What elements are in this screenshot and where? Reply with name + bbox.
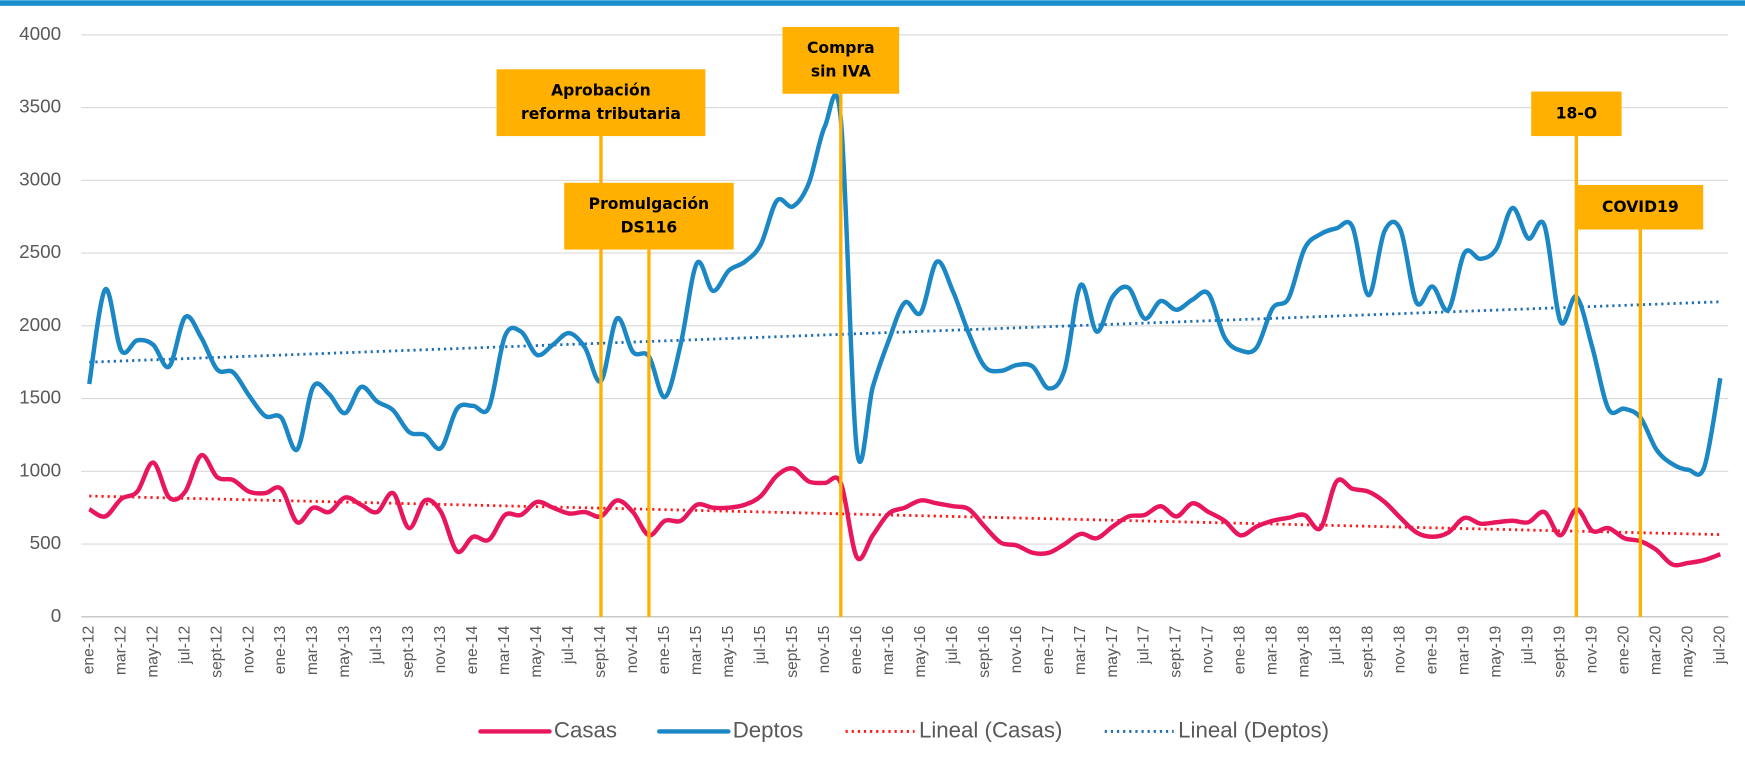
x-tick-label: sept-18 bbox=[1360, 626, 1377, 678]
x-tick-label: nov-19 bbox=[1583, 626, 1600, 674]
x-tick-label: ene-15 bbox=[656, 625, 673, 674]
x-tick-label: may-19 bbox=[1488, 626, 1505, 678]
legend-label: Casas bbox=[554, 717, 617, 742]
x-tick-label: jul-19 bbox=[1520, 626, 1537, 665]
x-tick-label: mar-15 bbox=[688, 625, 705, 675]
x-tick-label: sept-15 bbox=[784, 625, 801, 677]
x-tick-label: jul-16 bbox=[944, 626, 961, 665]
x-tick-label: nov-13 bbox=[432, 626, 449, 674]
x-tick-label: may-14 bbox=[528, 625, 545, 677]
x-tick-label: sept-12 bbox=[208, 626, 225, 678]
trendline bbox=[89, 494, 1721, 536]
x-tick-label: ene-14 bbox=[464, 625, 481, 674]
x-tick-label: nov-18 bbox=[1392, 626, 1409, 674]
x-tick-label: jul-12 bbox=[176, 626, 193, 665]
y-tick-label: 2500 bbox=[19, 242, 61, 263]
x-tick-label: mar-17 bbox=[1072, 626, 1089, 675]
x-tick-label: mar-16 bbox=[880, 626, 897, 675]
annotation-box bbox=[782, 26, 900, 94]
x-tick-label: sept-17 bbox=[1168, 626, 1185, 678]
x-tick-label: sept-14 bbox=[592, 625, 609, 677]
y-tick-label: 1500 bbox=[19, 388, 61, 409]
annotation-text: Promulgación bbox=[589, 195, 710, 213]
x-tick-label: may-15 bbox=[720, 625, 737, 677]
x-tick-label: ene-20 bbox=[1615, 625, 1632, 674]
annotation-text: 18-O bbox=[1556, 104, 1597, 122]
y-tick-label: 0 bbox=[51, 606, 62, 627]
legend-label: Deptos bbox=[733, 717, 804, 742]
legend-label: Lineal (Deptos) bbox=[1178, 717, 1329, 742]
x-tick-label: may-13 bbox=[336, 626, 353, 678]
annotation-box bbox=[564, 182, 734, 250]
trendline bbox=[89, 300, 1721, 364]
top-bar bbox=[0, 0, 1745, 6]
annotation-text: Compra bbox=[807, 39, 875, 57]
x-tick-label: jul-13 bbox=[368, 626, 385, 665]
x-tick-label: nov-14 bbox=[624, 625, 641, 673]
x-tick-label: nov-17 bbox=[1200, 626, 1217, 674]
x-tick-label: mar-14 bbox=[496, 625, 513, 675]
annotation-text: COVID19 bbox=[1602, 198, 1679, 216]
x-tick-label: may-12 bbox=[144, 626, 161, 678]
x-tick-label: jul-14 bbox=[560, 625, 577, 664]
x-tick-label: nov-12 bbox=[240, 626, 257, 674]
y-tick-label: 4000 bbox=[19, 24, 61, 45]
x-tick-label: ene-12 bbox=[80, 626, 97, 675]
x-tick-label: may-18 bbox=[1296, 626, 1313, 678]
x-tick-label: mar-13 bbox=[304, 626, 321, 675]
x-tick-label: ene-19 bbox=[1424, 626, 1441, 675]
legend-label: Lineal (Casas) bbox=[919, 717, 1062, 742]
annotation-box bbox=[1577, 185, 1704, 230]
y-tick-label: 1000 bbox=[19, 460, 61, 481]
x-tick-label: mar-20 bbox=[1647, 625, 1664, 675]
x-tick-label: jul-20 bbox=[1711, 625, 1728, 664]
x-tick-label: mar-19 bbox=[1456, 626, 1473, 675]
x-tick-label: ene-16 bbox=[848, 626, 865, 675]
x-tick-label: sept-19 bbox=[1552, 626, 1569, 678]
annotation-text: sin IVA bbox=[811, 63, 871, 81]
y-tick-label: 3500 bbox=[19, 97, 61, 118]
x-tick-label: sept-16 bbox=[976, 626, 993, 678]
x-tick-label: may-17 bbox=[1104, 626, 1121, 678]
x-tick-label: nov-15 bbox=[816, 625, 833, 673]
annotation-box bbox=[1531, 91, 1622, 137]
x-tick-label: mar-18 bbox=[1264, 626, 1281, 675]
annotation-text: Aprobación bbox=[551, 81, 651, 99]
x-tick-label: ene-17 bbox=[1040, 626, 1057, 675]
legend: Casas Deptos Lineal (Casas) Lineal (Deptos) bbox=[478, 717, 1329, 742]
y-tick-label: 500 bbox=[30, 533, 62, 554]
y-tick-label: 2000 bbox=[19, 315, 61, 336]
x-tick-label: sept-13 bbox=[400, 626, 417, 678]
series-line bbox=[87, 92, 1723, 477]
x-tick-label: nov-16 bbox=[1008, 626, 1025, 674]
x-tick-label: jul-17 bbox=[1136, 626, 1153, 665]
annotation-text: reforma tributaria bbox=[521, 105, 681, 123]
series-line bbox=[88, 453, 1722, 568]
x-tick-label: may-20 bbox=[1679, 625, 1696, 677]
x-tick-label: jul-15 bbox=[752, 625, 769, 664]
x-tick-label: jul-18 bbox=[1328, 626, 1345, 665]
x-tick-label: mar-12 bbox=[112, 626, 129, 675]
annotation-text: DS116 bbox=[621, 218, 678, 236]
y-tick-label: 3000 bbox=[19, 169, 61, 190]
annotation-box bbox=[496, 69, 706, 137]
x-tick-label: ene-13 bbox=[272, 626, 289, 675]
x-tick-label: may-16 bbox=[912, 626, 929, 678]
x-tick-label: ene-18 bbox=[1232, 626, 1249, 675]
